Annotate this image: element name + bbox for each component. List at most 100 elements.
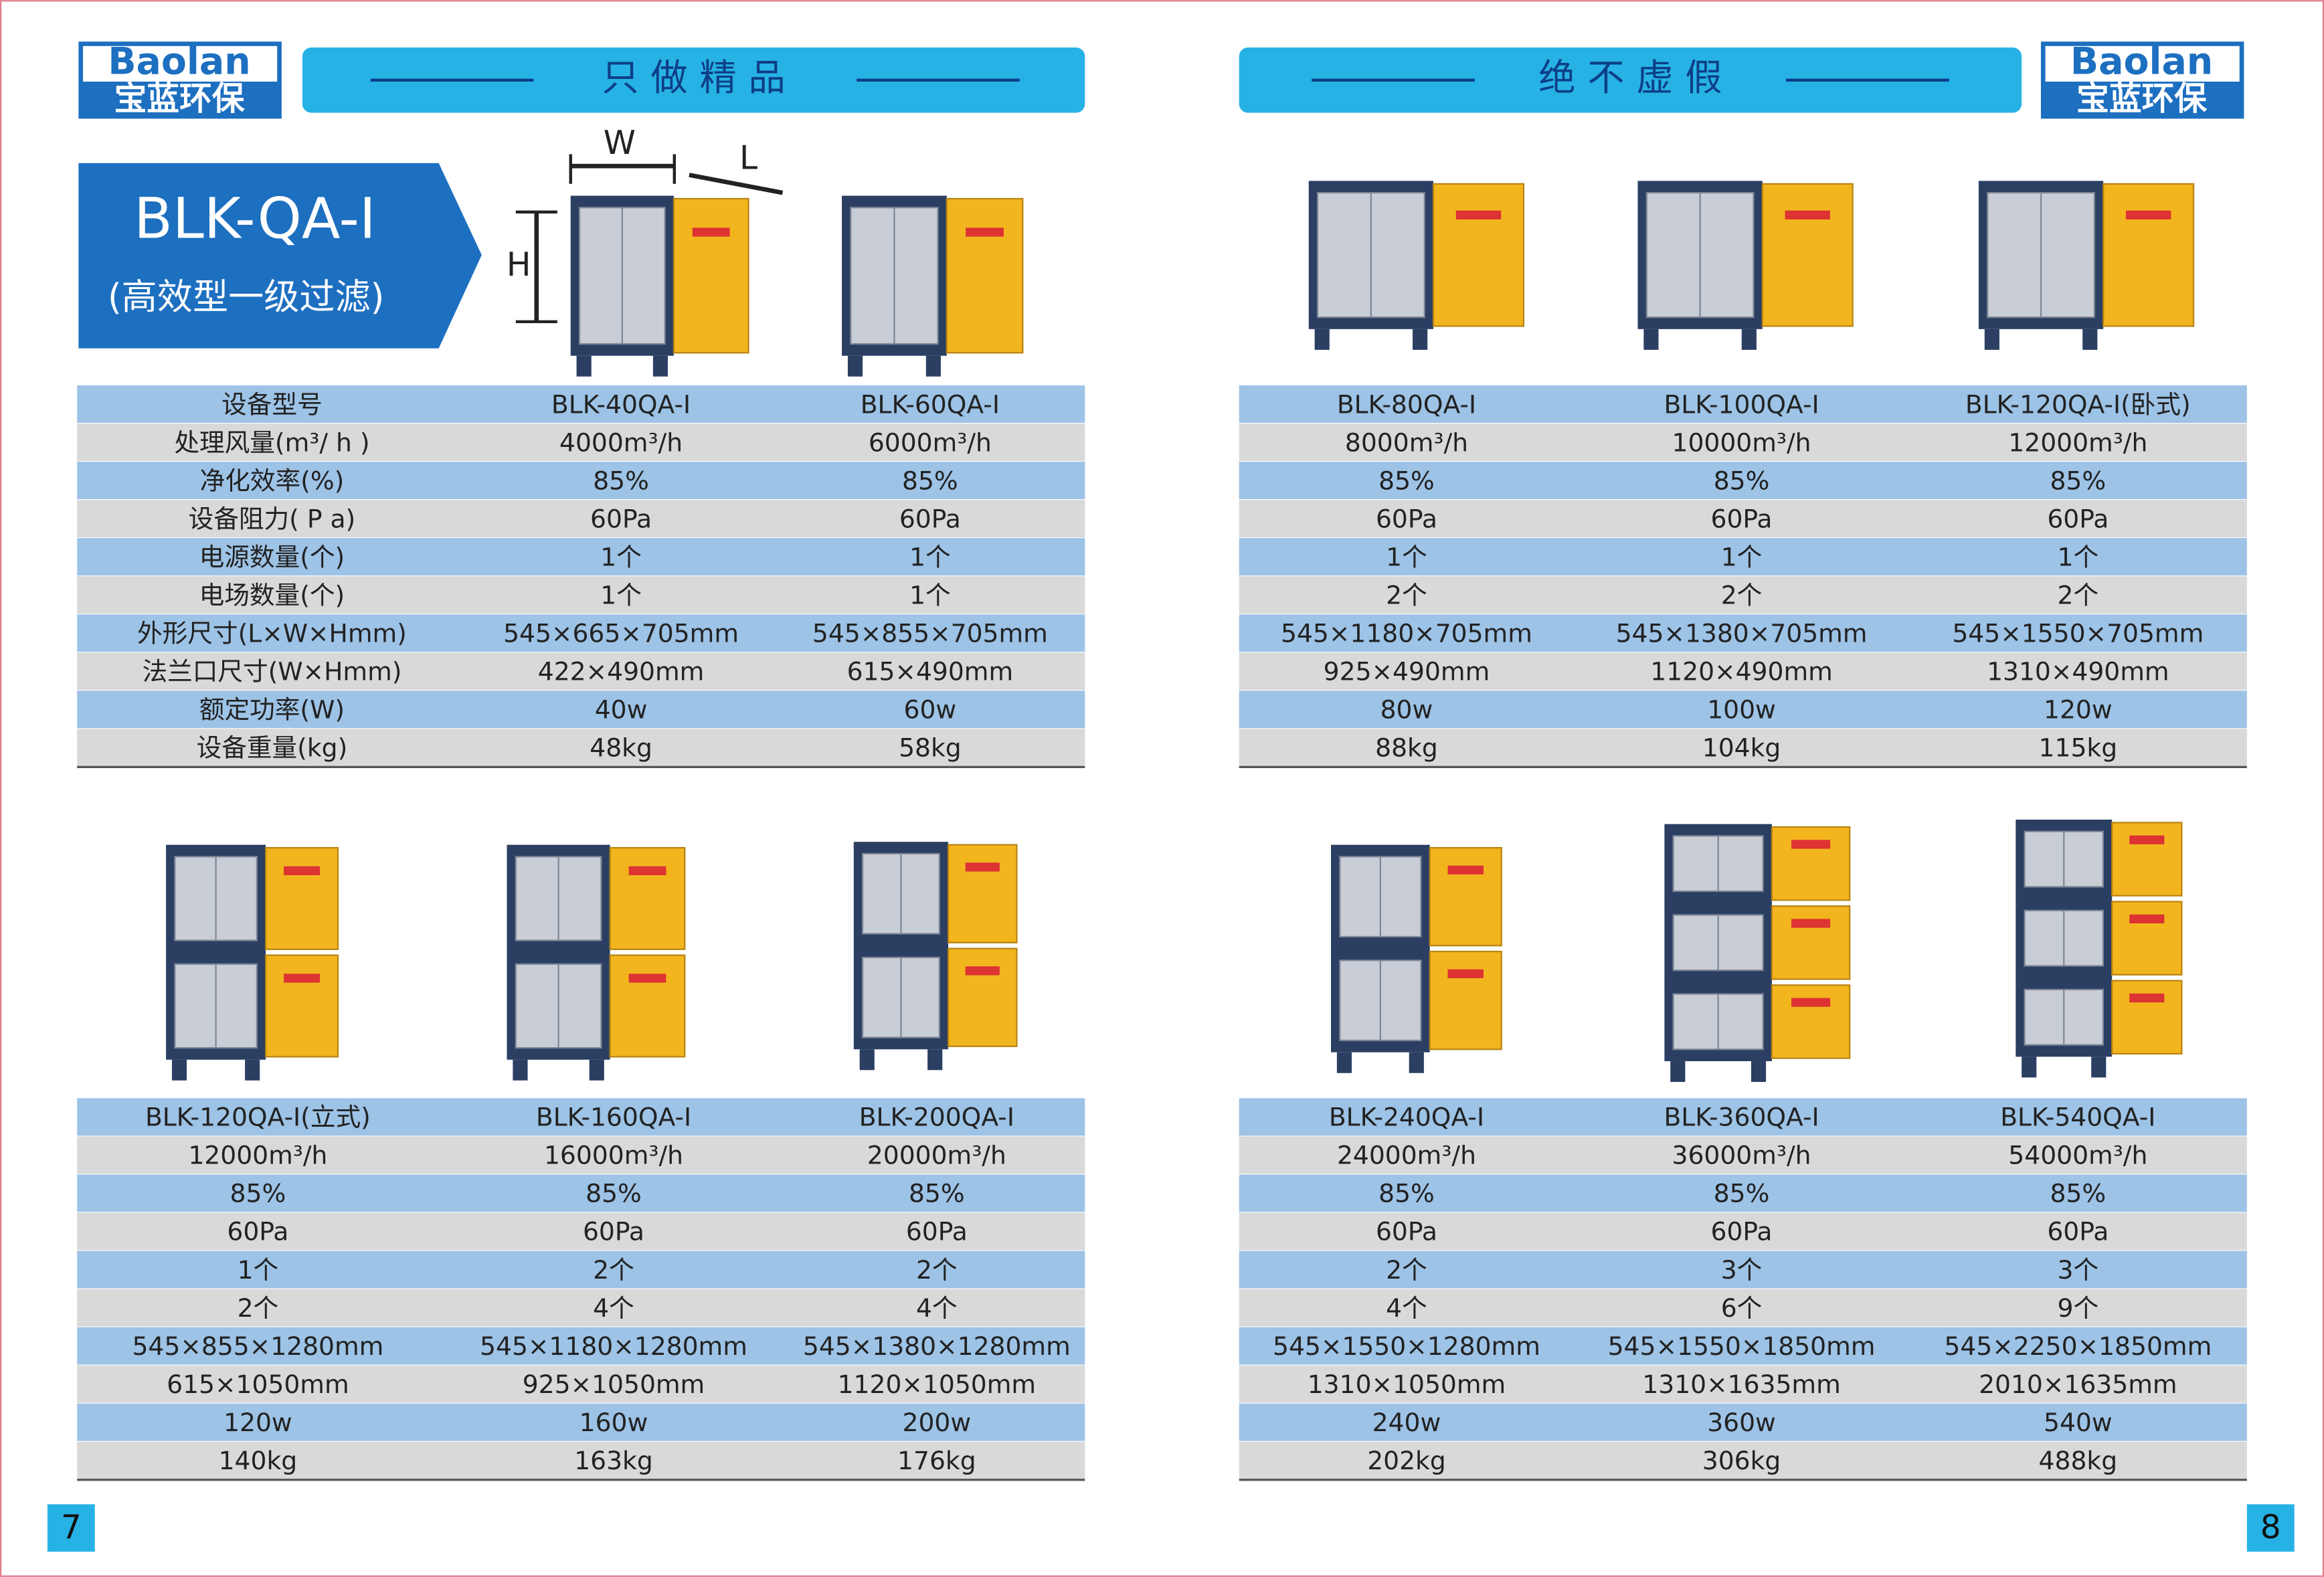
table-cell: 设备重量(kg)	[197, 733, 348, 763]
table-cell: 2个	[916, 1255, 958, 1285]
table-row	[77, 690, 1085, 729]
table-cell: 60Pa	[2047, 504, 2109, 533]
machine-panel	[2111, 980, 2183, 1055]
table-row	[1239, 1365, 2247, 1404]
machine-panel	[2111, 822, 2183, 897]
machine-leg	[652, 355, 668, 377]
machine-leg	[2091, 1056, 2107, 1078]
table-cell: 925×1050mm	[523, 1370, 705, 1399]
page-number: 8	[2260, 1509, 2281, 1546]
table-cell: 60Pa	[1711, 1217, 1773, 1246]
table-cell: 85%	[1714, 1179, 1770, 1208]
table-cell: 545×1550×1280mm	[1273, 1331, 1540, 1361]
machine-label	[1791, 919, 1831, 928]
table-cell: BLK-120QA-I(卧式)	[1965, 389, 2191, 419]
table-row	[77, 1441, 1085, 1480]
table-row	[77, 729, 1085, 767]
table-row	[1239, 1327, 2247, 1366]
table-cell: 额定功率(W)	[199, 695, 345, 725]
table-row	[77, 424, 1085, 462]
table-cell: 4个	[593, 1293, 634, 1323]
table-cell: 2个	[593, 1255, 634, 1285]
machine-panel	[673, 197, 749, 354]
table-cell: 2个	[1721, 580, 1763, 610]
table-cell: 3个	[2058, 1255, 2099, 1285]
machine-panel	[1429, 951, 1502, 1050]
table-cell: 88kg	[1375, 733, 1438, 763]
machine-label	[2129, 914, 2165, 924]
machine-panel	[948, 844, 1018, 943]
page-number-box	[47, 1504, 95, 1552]
table-cell: 120w	[224, 1408, 292, 1437]
table-row	[1239, 1136, 2247, 1175]
table-cell: 115kg	[2039, 733, 2118, 763]
table-cell: 10000m³/h	[1672, 428, 1811, 457]
table-row	[77, 538, 1085, 577]
table-cell: 60Pa	[906, 1217, 968, 1246]
machine-leg	[1413, 329, 1428, 350]
table-row	[77, 500, 1085, 539]
machine-leg	[2082, 329, 2098, 350]
table-cell: 法兰口尺寸(W×Hmm)	[142, 657, 401, 686]
table-cell: 545×855×705mm	[812, 618, 1048, 648]
machine-label	[965, 862, 1000, 872]
table-cell: 422×490mm	[538, 657, 705, 686]
table-cell: 设备型号	[221, 389, 323, 419]
table-cell: 163kg	[574, 1446, 653, 1475]
table-cell: 60Pa	[1711, 504, 1773, 533]
machine-label	[1791, 998, 1831, 1007]
table-row	[1239, 424, 2247, 462]
table-row	[1239, 1212, 2247, 1251]
table-cell: 1个	[1721, 542, 1763, 571]
table-row	[77, 1174, 1085, 1213]
table-cell: 1310×1050mm	[1308, 1370, 1506, 1399]
table-row	[1239, 614, 2247, 653]
table-row	[77, 1327, 1085, 1366]
table-cell: 85%	[230, 1179, 286, 1208]
table-cell: 2个	[2058, 580, 2099, 610]
logo-chinese: 宝蓝环保	[2076, 80, 2208, 118]
machine-panel	[1771, 984, 1851, 1059]
table-cell: 20000m³/h	[867, 1141, 1006, 1170]
table-cell: 1个	[600, 542, 642, 571]
table-cell: 545×1180×1280mm	[480, 1331, 747, 1361]
table-cell: 1个	[909, 542, 951, 571]
table-cell: BLK-120QA-I(立式)	[145, 1103, 371, 1132]
table-cell: 4000m³/h	[559, 428, 683, 457]
machine-leg	[1741, 329, 1757, 350]
table-cell: 306kg	[1702, 1446, 1781, 1475]
table-row	[1239, 576, 2247, 615]
table-row	[77, 1212, 1085, 1251]
machine-panel	[946, 197, 1024, 354]
machine-panel	[1771, 826, 1851, 901]
table-cell: 1310×490mm	[1987, 657, 2169, 686]
machine-panel	[609, 954, 686, 1058]
table-cell: 60Pa	[1376, 1217, 1437, 1246]
machine-leg	[1984, 329, 1999, 350]
table-cell: 4个	[916, 1293, 958, 1323]
banner	[302, 48, 1085, 113]
table-cell: 540w	[2044, 1408, 2113, 1437]
table-cell: 2个	[1386, 1255, 1427, 1285]
table-row	[1239, 1174, 2247, 1213]
dim-label: L	[739, 139, 757, 177]
spec-tables: 设备型号 BLK-40QA-I BLK-60QA-I 处理风量(m³/ h ) 4000…	[77, 385, 2247, 1481]
table-row	[1239, 1403, 2247, 1442]
table-cell: BLK-100QA-I	[1664, 389, 1819, 419]
machine-label	[1791, 840, 1831, 849]
machine-panel	[2111, 901, 2183, 976]
machine-label	[628, 973, 666, 983]
machine-label	[1447, 865, 1484, 874]
table-cell: 85%	[2050, 466, 2106, 495]
table-cell: 2010×1635mm	[1979, 1370, 2177, 1399]
machine-leg	[1336, 1052, 1352, 1073]
machine-leg	[1314, 329, 1330, 350]
table-cell: 60Pa	[227, 1217, 288, 1246]
table-cell: 1个	[1386, 542, 1427, 571]
page-number: 7	[61, 1509, 82, 1546]
table-row	[1239, 1289, 2247, 1327]
table-cell: 120w	[2044, 695, 2113, 725]
table-cell: 240w	[1372, 1408, 1441, 1437]
table-cell: 202kg	[1367, 1446, 1446, 1475]
